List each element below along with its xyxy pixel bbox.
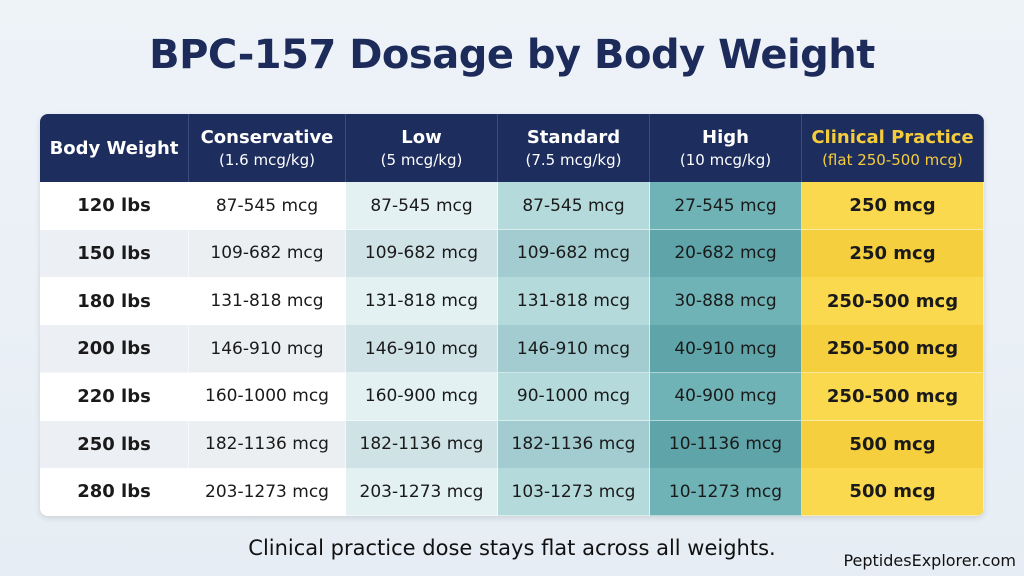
table-cell: 30-888 mcg (650, 277, 802, 326)
table-cell: 250-500 mcg (802, 277, 984, 326)
header-sub: (5 mcg/kg) (380, 151, 463, 169)
table-cell: 146-910 mcg (189, 325, 346, 374)
table-cell: 203-1273 mcg (346, 468, 498, 516)
table-cell: 182-1136 mcg (189, 420, 346, 469)
table-cell: 500 mcg (802, 468, 984, 516)
table-cell: 250 mcg (802, 182, 984, 231)
table-cell: 40-900 mcg (650, 372, 802, 422)
title: BPC-157 Dosage by Body Weight (149, 32, 875, 78)
header-cell: Clinical Practice (flat 250-500 mcg) (802, 114, 984, 182)
table-cell: 280 lbs (40, 468, 189, 516)
table-cell: 87-545 mcg (189, 182, 346, 231)
table-cell: 131-818 mcg (346, 277, 498, 326)
table-cell: 90-1000 mcg (498, 372, 650, 422)
table-cell: 87-545 mcg (346, 182, 498, 231)
table-cell: 10-1136 mcg (650, 420, 802, 469)
table-cell: 160-900 mcg (346, 372, 498, 422)
footnote: Clinical practice dose stays flat across… (248, 536, 776, 560)
table-cell: 146-910 mcg (498, 325, 650, 374)
header-cell: Body Weight (40, 114, 189, 182)
header-cell: Low (5 mcg/kg) (346, 114, 498, 182)
table-cell: 146-910 mcg (346, 325, 498, 374)
header-sub: (1.6 mcg/kg) (219, 151, 315, 169)
table-cell: 131-818 mcg (189, 277, 346, 326)
table-cell: 103-1273 mcg (498, 468, 650, 516)
dosage-table: Body Weight Conservative (1.6 mcg/kg) Low (5… (40, 114, 984, 516)
table-cell: 182-1136 mcg (498, 420, 650, 469)
table-cell: 150 lbs (40, 229, 189, 278)
table-cell: 160-1000 mcg (189, 372, 346, 422)
header-sub: (flat 250-500 mcg) (822, 151, 963, 169)
table-cell: 27-545 mcg (650, 182, 802, 231)
table-cell: 500 mcg (802, 420, 984, 469)
table-cell: 109-682 mcg (346, 229, 498, 278)
table-cell: 182-1136 mcg (346, 420, 498, 469)
table-cell: 250 mcg (802, 229, 984, 278)
header-cell: High (10 mcg/kg) (650, 114, 802, 182)
header-sub: (7.5 mcg/kg) (525, 151, 622, 169)
table-cell: 20-682 mcg (650, 229, 802, 278)
table-cell: 250-500 mcg (802, 325, 984, 374)
table-cell: 87-545 mcg (498, 182, 650, 231)
header-name: Standard (526, 127, 621, 148)
table-cell: 200 lbs (40, 325, 189, 374)
header-name: Low (401, 127, 442, 148)
table-cell: 250 lbs (40, 420, 189, 469)
table-cell: 40-910 mcg (650, 325, 802, 374)
watermark: PeptidesExplorer.com (843, 551, 1016, 570)
header-cell: Conservative (1.6 mcg/kg) (189, 114, 346, 182)
header-sub: (10 mcg/kg) (679, 151, 772, 169)
header-name: Conservative (200, 127, 334, 148)
header-name: Clinical Practice (811, 127, 974, 148)
table-cell: 203-1273 mcg (189, 468, 346, 516)
table-cell: 120 lbs (40, 182, 189, 231)
header-cell: Standard (7.5 mcg/kg) (498, 114, 650, 182)
table-cell: 109-682 mcg (189, 229, 346, 278)
table-cell: 180 lbs (40, 277, 189, 326)
header-name: High (702, 127, 749, 148)
header-name: Body Weight (49, 137, 179, 159)
table-cell: 109-682 mcg (498, 229, 650, 278)
table-cell: 10-1273 mcg (650, 468, 802, 516)
table-cell: 250-500 mcg (802, 372, 984, 422)
table-cell: 131-818 mcg (498, 277, 650, 326)
table-cell: 220 lbs (40, 372, 189, 422)
